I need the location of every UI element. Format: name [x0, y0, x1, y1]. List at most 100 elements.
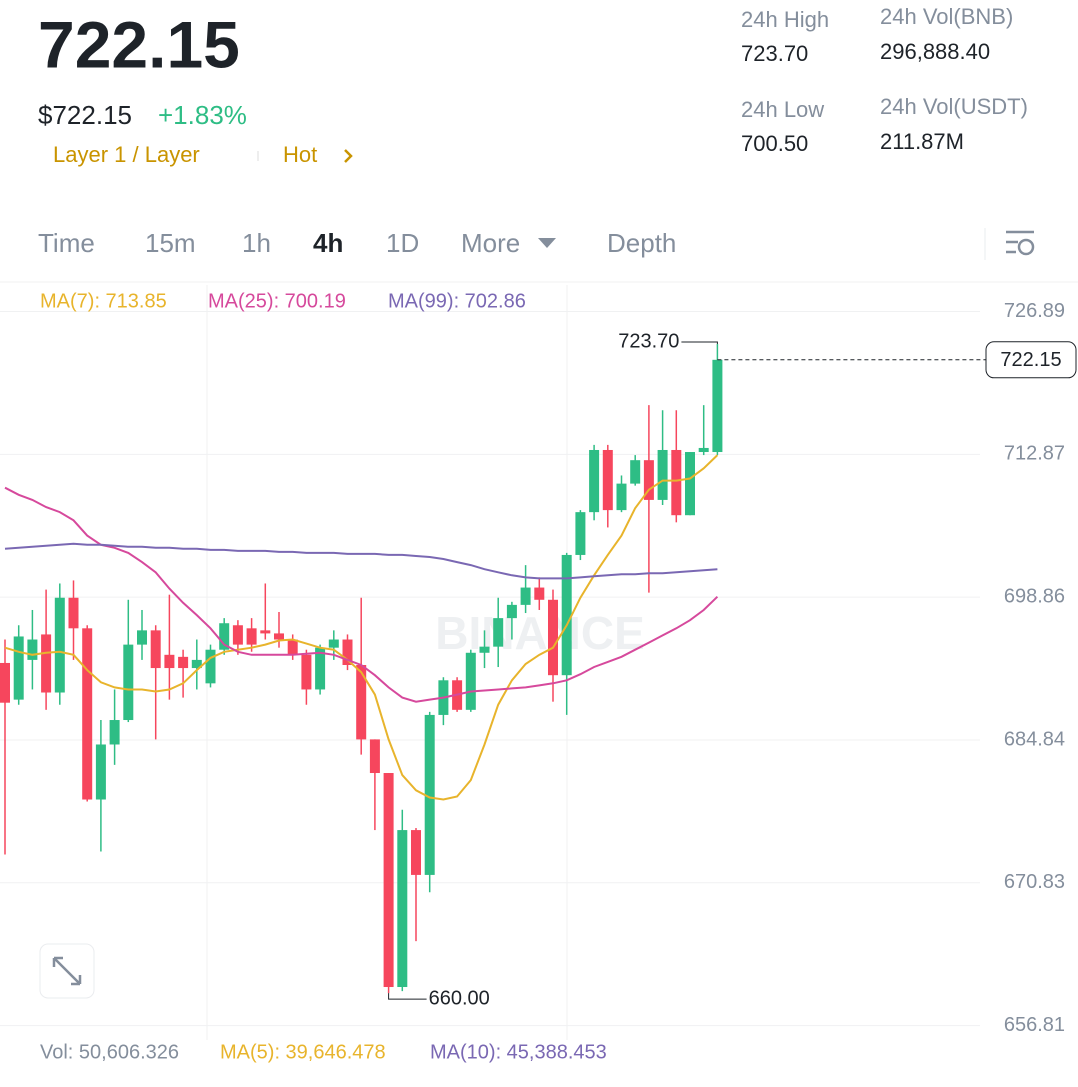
- candle-body: [82, 628, 93, 800]
- stat-label: 24h Vol(USDT): [880, 94, 1028, 119]
- candle-body: [383, 773, 394, 988]
- candle-body: [520, 587, 531, 605]
- candle-body: [328, 639, 339, 648]
- tab[interactable]: 1D: [386, 228, 419, 258]
- candle-body: [0, 662, 10, 703]
- settings-icon[interactable]: [1006, 230, 1035, 256]
- expand-icon: [52, 956, 82, 986]
- candle-body: [191, 659, 202, 669]
- candle-body: [315, 647, 326, 690]
- candle-body: [397, 830, 408, 988]
- candle-body: [150, 630, 161, 669]
- candle-body: [164, 654, 175, 669]
- y-tick-label: 726.89: [1004, 300, 1065, 322]
- stat-label: 24h Low: [741, 97, 824, 122]
- volume-label: MA(5): 39,646.478: [220, 1041, 386, 1063]
- candle-body: [232, 625, 243, 645]
- candle-body: [589, 449, 600, 513]
- stat-label: 24h High: [741, 7, 829, 32]
- low-marker-label: 660.00: [429, 987, 490, 1009]
- last-price-box: [985, 341, 1077, 379]
- volume-label: Vol: 50,606.326: [40, 1041, 179, 1063]
- low-marker-line: [388, 993, 427, 1000]
- tab[interactable]: More: [461, 228, 520, 258]
- candle-body: [369, 739, 380, 774]
- high-marker-label: 723.70: [618, 330, 679, 352]
- candle-body: [137, 630, 147, 645]
- volume-label: MA(10): 45,388.453: [430, 1041, 607, 1063]
- tab[interactable]: Depth: [607, 228, 676, 258]
- candle-body: [356, 665, 367, 740]
- candle-body: [411, 830, 421, 875]
- indicator-label: MA(7): 713.85: [40, 290, 167, 312]
- candle-body: [109, 720, 120, 745]
- y-tick-label: 656.81: [1004, 1014, 1065, 1036]
- candle-body: [630, 460, 641, 484]
- candle-body: [548, 599, 558, 676]
- tabs: Time 15m 1h 4h 1D More Depth: [38, 228, 676, 258]
- tab[interactable]: Time: [38, 228, 95, 258]
- indicator-label: MA(99): 702.86: [388, 290, 526, 312]
- candle-body: [287, 639, 298, 655]
- watermark: BINANCE: [435, 607, 645, 659]
- candle-body: [616, 483, 627, 511]
- y-tick-label: 670.83: [1004, 871, 1065, 893]
- stat-label: 24h Vol(BNB): [880, 4, 1013, 29]
- y-tick-label: 698.86: [1004, 585, 1065, 607]
- tag[interactable]: Hot: [283, 142, 317, 167]
- candle-body: [246, 628, 257, 645]
- dropdown-arrow: [538, 238, 556, 248]
- y-tick-label: 684.84: [1004, 728, 1065, 750]
- y-tick-label: 712.87: [1004, 443, 1065, 465]
- stat-value: 211.87M: [880, 129, 964, 154]
- candle-body: [205, 649, 216, 684]
- tab[interactable]: 1h: [242, 228, 271, 258]
- candle-body: [534, 587, 545, 600]
- candle-body: [575, 512, 586, 555]
- candle-body: [13, 636, 24, 700]
- candle-body: [465, 652, 476, 710]
- candle-body: [602, 449, 613, 511]
- candle-body: [698, 447, 709, 453]
- last-price-label: 722.15: [1000, 349, 1061, 371]
- candle-body: [260, 630, 271, 634]
- candle-body: [342, 639, 353, 665]
- candle-body: [41, 634, 52, 693]
- tab[interactable]: 15m: [145, 228, 196, 258]
- candle-body: [657, 449, 668, 500]
- candle-body: [712, 359, 723, 453]
- tab[interactable]: 4h: [313, 228, 343, 258]
- candle-body: [493, 618, 504, 647]
- candle-body: [219, 623, 230, 650]
- price: 722.15: [38, 7, 240, 81]
- high-marker-line: [681, 341, 718, 345]
- ma-line: [4, 486, 719, 703]
- candle-body: [424, 714, 435, 875]
- stat-value: 296,888.40: [880, 39, 990, 64]
- candle-body: [685, 452, 695, 516]
- ma-line: [4, 454, 719, 801]
- candle-body: [274, 633, 284, 640]
- ma-line: [4, 542, 718, 580]
- chart: 726.89 712.87 698.86 684.84 670.83 656.81 MA(7…: [0, 290, 1077, 1063]
- candle-body: [561, 554, 572, 676]
- candle-body: [54, 597, 65, 693]
- candle-body: [643, 460, 654, 500]
- candle-body: [95, 744, 106, 800]
- candle-body: [123, 644, 134, 721]
- candle-body: [301, 654, 312, 690]
- candle-body: [506, 604, 517, 619]
- candle-body: [27, 639, 38, 660]
- stat-value: 700.50: [741, 131, 808, 156]
- change: +1.83%: [158, 100, 247, 130]
- stat-value: 723.70: [741, 41, 808, 66]
- candle-body: [671, 449, 682, 516]
- tag[interactable]: Layer 1 / Layer: [53, 142, 200, 167]
- candle-body: [479, 646, 490, 653]
- candle-body: [178, 656, 189, 669]
- candle-body: [68, 597, 79, 629]
- indicator-label: MA(25): 700.19: [208, 290, 346, 312]
- usd-price: $722.15: [38, 100, 132, 130]
